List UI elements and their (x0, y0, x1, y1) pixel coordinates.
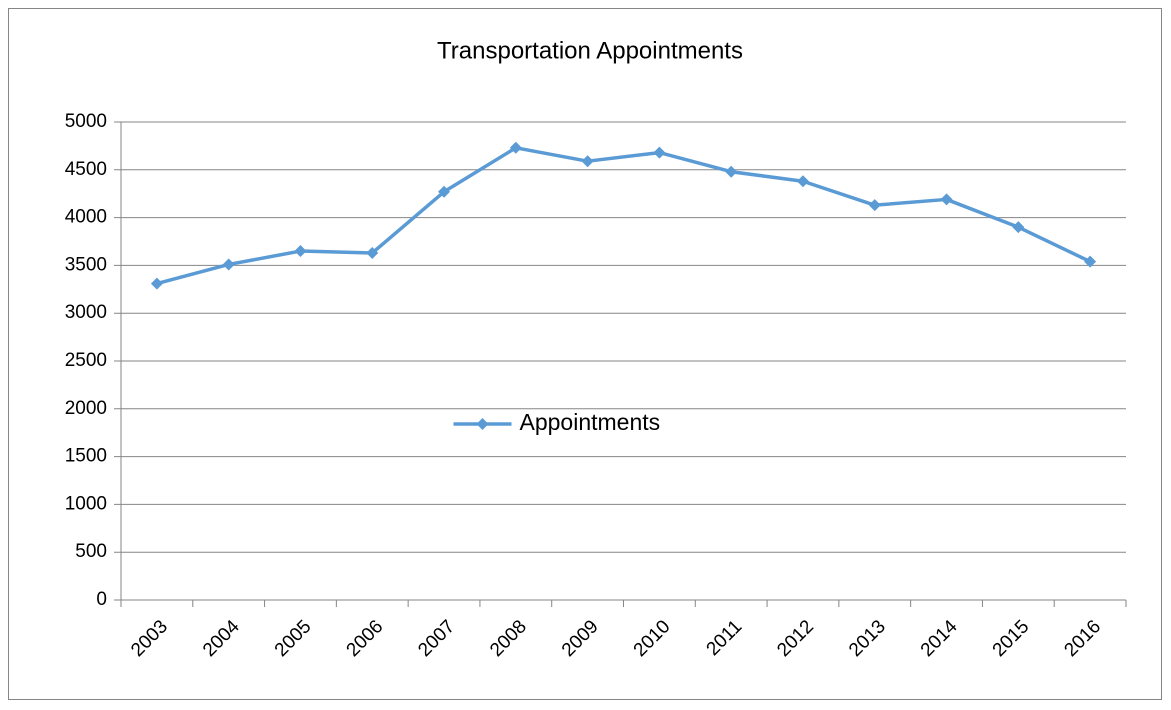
y-tick-label: 2000 (65, 398, 107, 419)
y-tick-label: 4500 (65, 159, 107, 180)
series-line (156, 146, 1091, 286)
marker (581, 155, 594, 168)
legend-marker (476, 418, 489, 430)
marker (1012, 221, 1025, 234)
y-tick-label: 2500 (65, 350, 107, 371)
y-tick-label: 5000 (65, 111, 107, 132)
marker (150, 277, 163, 290)
marker (438, 185, 451, 198)
y-tick-label: 500 (75, 541, 107, 562)
y-tick-label: 1500 (65, 446, 107, 467)
y-tick-label: 1000 (65, 493, 107, 514)
marker (653, 146, 666, 159)
marker (796, 175, 809, 188)
marker (1084, 255, 1097, 268)
y-tick-label: 3500 (65, 254, 107, 275)
marker (509, 141, 522, 154)
marker (868, 199, 881, 212)
y-tick-label: 0 (96, 589, 107, 610)
y-tick-label: 4000 (65, 207, 107, 228)
marker (366, 246, 379, 259)
marker (294, 245, 307, 258)
marker (222, 258, 235, 271)
y-tick-label: 3000 (65, 302, 107, 323)
legend-label: Appointments (520, 409, 661, 435)
chart-border (8, 8, 1162, 700)
chart-title: Transportation Appointments (437, 37, 743, 64)
marker (940, 193, 953, 206)
marker (725, 165, 738, 178)
